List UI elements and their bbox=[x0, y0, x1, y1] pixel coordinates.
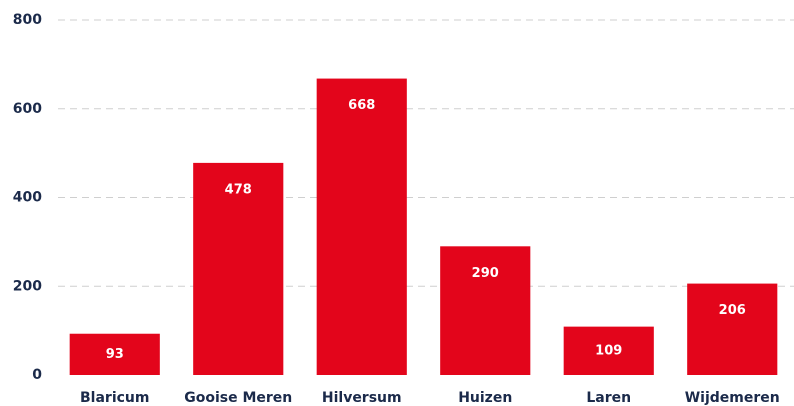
value-label: 109 bbox=[595, 343, 622, 358]
x-tick-label: Blaricum bbox=[80, 390, 149, 406]
value-label: 93 bbox=[106, 347, 124, 362]
y-tick-label: 400 bbox=[13, 190, 42, 206]
y-tick-label: 600 bbox=[13, 101, 42, 117]
bar bbox=[193, 162, 284, 375]
bar bbox=[563, 326, 654, 375]
y-tick-label: 800 bbox=[13, 12, 42, 28]
x-tick-label: Gooise Meren bbox=[184, 390, 292, 406]
value-label: 478 bbox=[225, 182, 252, 197]
value-label: 290 bbox=[472, 266, 499, 281]
x-tick-label: Wijdemeren bbox=[685, 390, 780, 406]
bar bbox=[69, 333, 160, 375]
x-tick-label: Huizen bbox=[458, 390, 512, 406]
bar bbox=[687, 283, 778, 375]
y-tick-label: 200 bbox=[13, 278, 42, 294]
bar bbox=[316, 78, 407, 375]
value-label: 668 bbox=[348, 98, 375, 113]
bar bbox=[440, 246, 531, 375]
y-tick-label: 0 bbox=[32, 367, 42, 383]
value-label: 206 bbox=[719, 303, 746, 318]
x-tick-label: Hilversum bbox=[322, 390, 402, 406]
x-tick-label: Laren bbox=[586, 390, 631, 406]
